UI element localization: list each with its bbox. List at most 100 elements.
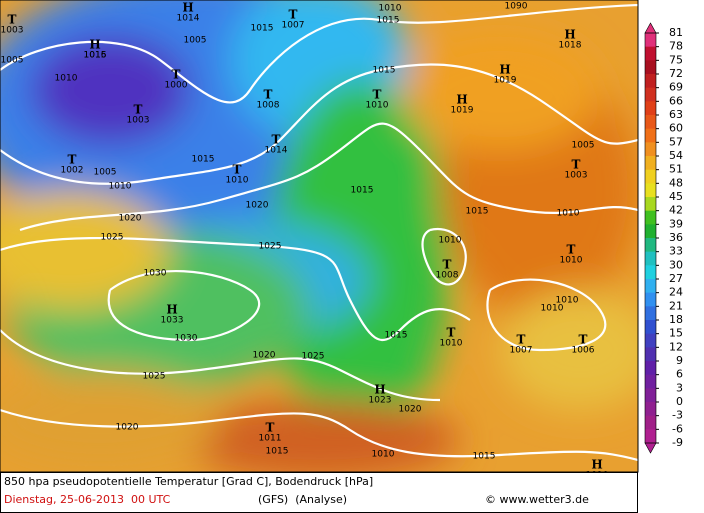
- pressure-center-value: 1002: [61, 166, 84, 176]
- color-band: [645, 60, 656, 75]
- footer-box: [0, 472, 638, 513]
- isobar-label: 1020: [246, 201, 269, 211]
- isobar-label: 1015: [385, 331, 408, 341]
- pressure-center-value: 1010: [560, 256, 583, 266]
- color-band: [645, 224, 656, 239]
- pressure-center-value: 1010: [226, 176, 249, 186]
- color-band: [645, 87, 656, 102]
- pressure-center-kind: T: [373, 88, 382, 102]
- pressure-center-value: 1003: [127, 116, 150, 126]
- isobar-label: 1010: [439, 236, 462, 246]
- color-band: [645, 115, 656, 130]
- color-band: [645, 101, 656, 116]
- colorbar-tick-label: 9: [676, 354, 683, 367]
- colorbar-tick-label: -6: [672, 422, 683, 435]
- pressure-center-value: 1019: [451, 106, 474, 116]
- footer-date: Dienstag, 25-06-2013 00 UTC: [4, 493, 171, 506]
- isobar-label: 1005: [1, 56, 24, 66]
- pressure-center-value: 1016: [84, 51, 107, 61]
- colorbar-tick-label: 66: [669, 94, 683, 107]
- isobar-label: 1020: [399, 405, 422, 415]
- footer-title: 850 hpa pseudopotentielle Temperatur [Gr…: [4, 475, 373, 488]
- isobar-label: 1030: [144, 269, 167, 279]
- isobar-label: 1025: [143, 372, 166, 382]
- colorbar-tick-label: 81: [669, 26, 683, 39]
- color-band: [645, 320, 656, 335]
- colorbar-tick-label: 54: [669, 149, 683, 162]
- color-band: [645, 388, 656, 403]
- isobar-label: 1010: [556, 296, 579, 306]
- pressure-center-kind: T: [443, 258, 452, 272]
- colorbar-tick-label: 42: [669, 204, 683, 217]
- isobar-label: 1015: [251, 24, 274, 34]
- pressure-center-kind: H: [182, 1, 193, 15]
- isobar: [0, 236, 471, 341]
- color-band: [645, 361, 656, 376]
- colorbar-arrow: [644, 22, 657, 34]
- footer-source: © www.wetter3.de: [485, 493, 589, 506]
- colorbar-tick-label: 3: [676, 381, 683, 394]
- pressure-center-kind: H: [166, 303, 177, 317]
- isobar-label: 1015: [373, 66, 396, 76]
- pressure-center-value: 1008: [436, 271, 459, 281]
- isobar-label: 1025: [101, 233, 124, 243]
- isobar-label: 1005: [572, 141, 595, 151]
- color-band: [645, 128, 656, 143]
- isobar: [0, 63, 638, 185]
- colorbar-tick-label: 69: [669, 81, 683, 94]
- pressure-center-kind: T: [572, 158, 581, 172]
- isobar: [19, 122, 638, 232]
- pressure-center-value: 1008: [257, 101, 280, 111]
- color-band: [645, 306, 656, 321]
- colorbar-tick-label: 60: [669, 122, 683, 135]
- pressure-center-kind: T: [266, 421, 275, 435]
- pressure-center-kind: T: [447, 326, 456, 340]
- pressure-center-kind: T: [567, 243, 576, 257]
- pressure-center-kind: H: [374, 383, 385, 397]
- isobar-label: 1010: [541, 304, 564, 314]
- color-band: [645, 238, 656, 253]
- pressure-center-kind: H: [499, 63, 510, 77]
- pressure-center-kind: H: [89, 38, 100, 52]
- pressure-center-kind: H: [456, 93, 467, 107]
- pressure-center-kind: T: [289, 8, 298, 22]
- isobar-label: 1030: [175, 334, 198, 344]
- color-band: [645, 183, 656, 198]
- isobar-label: 1010: [55, 74, 78, 84]
- colorbar-tick-label: 15: [669, 327, 683, 340]
- isobar-label: 1010: [557, 209, 580, 219]
- colorbar-tick-label: -3: [672, 409, 683, 422]
- pressure-center-value: 1018: [559, 41, 582, 51]
- pressure-center-value: 1010: [440, 339, 463, 349]
- pressure-center-value: 1011: [259, 434, 282, 444]
- pressure-center-value: 1014: [177, 14, 200, 24]
- color-band: [645, 210, 656, 225]
- pressure-center-kind: T: [68, 153, 77, 167]
- isobar-label: 1005: [184, 36, 207, 46]
- color-band: [645, 142, 656, 157]
- isobar: [0, 3, 638, 104]
- color-band: [645, 429, 656, 444]
- color-band: [645, 197, 656, 212]
- colorbar-tick-label: 39: [669, 217, 683, 230]
- color-band: [645, 156, 656, 171]
- footer-model: (GFS) (Analyse): [258, 493, 347, 506]
- color-band: [645, 169, 656, 184]
- color-band: [645, 292, 656, 307]
- isobar-label: 1025: [259, 242, 282, 252]
- colorbar-tick-label: -9: [672, 436, 683, 449]
- pressure-center-kind: T: [8, 13, 17, 27]
- colorbar-tick-label: 18: [669, 313, 683, 326]
- colorbar-tick-label: 33: [669, 245, 683, 258]
- isobar-label: 1015: [473, 452, 496, 462]
- color-band: [645, 33, 656, 48]
- colorbar-tick-label: 63: [669, 108, 683, 121]
- isobar: [107, 269, 261, 342]
- isobar-label: 1010: [379, 4, 402, 14]
- pressure-center-value: 1007: [510, 346, 533, 356]
- isobar: [421, 227, 467, 286]
- pressure-center-value: 1033: [161, 316, 184, 326]
- colorbar-tick-label: 12: [669, 340, 683, 353]
